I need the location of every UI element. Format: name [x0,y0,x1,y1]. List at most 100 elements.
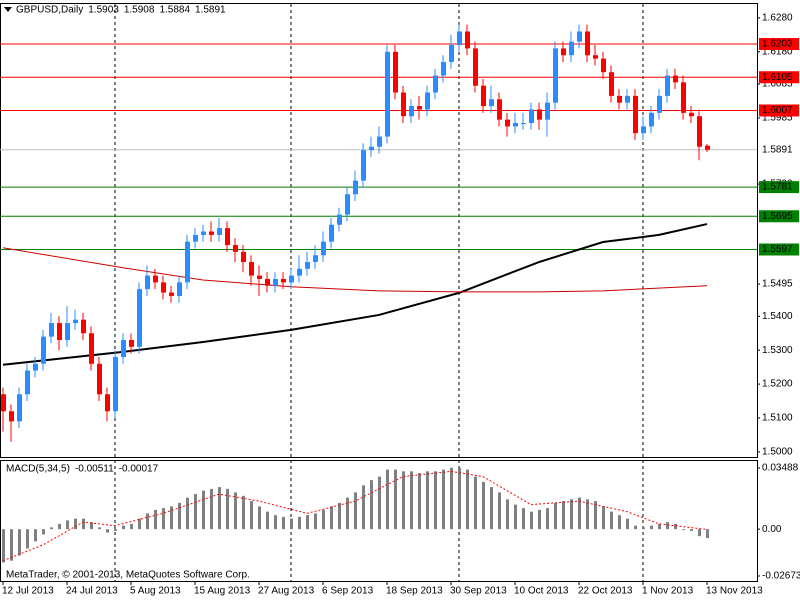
macd-bar [354,492,357,530]
candle-body [177,282,182,296]
macd-bar [546,508,549,530]
candle-body [113,356,118,412]
y-tick-label: 1.5100 [762,413,793,424]
menu-triangle [4,7,12,12]
macd-bar [274,515,277,530]
macd-bar [282,516,285,530]
macd-bar [74,518,77,530]
macd-bar [666,522,669,530]
macd-bar [226,488,229,530]
macd-bar [154,509,157,530]
level-label-box [759,210,799,223]
candle-body [17,394,22,422]
macd-bar [306,515,309,530]
macd-bar [178,502,181,530]
macd-bar [594,501,597,530]
candle-body [321,241,326,256]
macd-bar [514,504,517,530]
macd-bar [410,471,413,530]
macd-bar [362,485,365,530]
candle-body [161,282,166,293]
candle-body [9,411,14,422]
candle-body [401,92,406,117]
macd-bar [634,525,637,530]
x-tick-label: 12 Jul 2013 [2,586,54,597]
candle-body [153,275,158,283]
macd-bar [218,487,221,530]
candle-body [65,323,70,341]
candle-body [657,95,662,113]
macd-bar [586,499,589,530]
candle-body [377,136,382,147]
x-tick-label: 18 Sep 2013 [386,586,443,597]
candle-body [169,292,174,296]
macd-bar [610,511,613,530]
low-value: 1.5884 [159,5,190,16]
macd-bar [290,518,293,530]
candle-body [673,75,678,83]
macd-bar [130,523,133,530]
candle-body [185,241,190,283]
candle-body [449,45,454,62]
macd-bar [242,495,245,530]
candle-body [537,109,542,120]
macd-bar [170,506,173,530]
copyright: MetaTrader, © 2001-2013, MetaQuotes Soft… [6,570,250,581]
candle-body [577,31,582,42]
candle-body [33,363,38,371]
candle-body [625,95,630,103]
level-label-box [759,38,799,51]
macd-bar [394,469,397,530]
candle-body [273,278,278,286]
level-label: 1.5891 [762,144,793,155]
y-tick-label: -0.02673 [762,571,800,582]
x-tick-label: 1 Nov 2013 [642,586,694,597]
macd-bar [554,502,557,530]
candle-body [353,180,358,195]
macd-bar [90,522,93,530]
level-label-box [759,181,799,194]
level-label-box [759,104,799,117]
macd-bar [706,529,709,539]
macd-bar [346,497,349,530]
macd-bar [186,497,189,530]
moving-average [2,223,708,366]
macd-bar [10,529,13,561]
candle-body [97,363,102,395]
x-tick-label: 10 Oct 2013 [514,586,569,597]
macd-bar [42,529,45,535]
macd-bar [258,506,261,530]
x-tick-label: 22 Oct 2013 [578,586,633,597]
x-tick-label: 30 Sep 2013 [450,586,507,597]
macd-bar [442,469,445,530]
macd-bar [266,511,269,530]
candle-body [569,41,574,56]
candle-body [225,228,230,246]
candle-body [57,323,62,341]
y-tick-label: 1.5985 [762,113,793,124]
macd-bar [202,490,205,530]
candle-body [409,106,414,117]
macd-bar [642,527,645,530]
macd-bar [626,518,629,530]
candle-body [529,109,534,124]
macd-value: -0.00511 [75,464,114,475]
y-tick-label: 0.00 [762,524,782,535]
level-label-box [759,243,799,256]
macd-bar [498,492,501,530]
macd-bar [66,520,69,530]
macd-bar [530,511,533,530]
candle-body [137,289,142,347]
candle-body [465,31,470,49]
macd-bar [618,515,621,530]
candle-body [1,394,6,412]
candle-body [305,262,310,269]
candle-body [617,95,622,103]
candle-body [609,72,614,96]
candle-body [705,145,710,150]
candle-body [697,116,702,147]
signal-line [2,470,708,562]
close-value: 1.5891 [195,5,226,16]
y-tick-label: 1.6085 [762,79,793,90]
